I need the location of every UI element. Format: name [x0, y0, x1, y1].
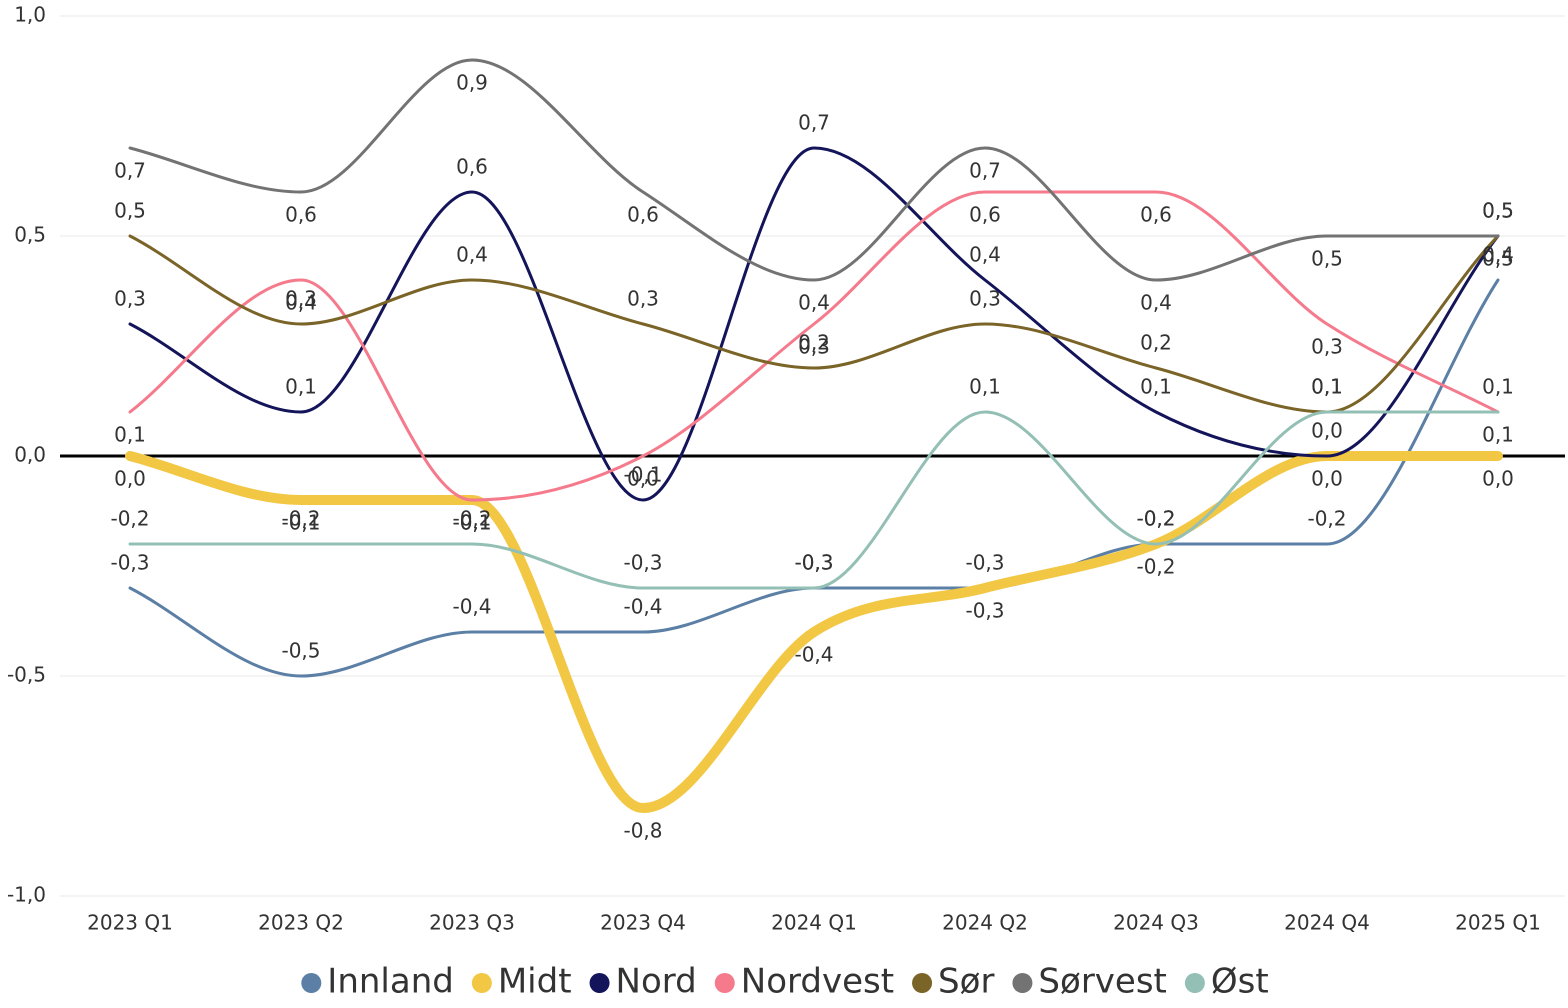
data-label: 0,0 [1482, 467, 1514, 491]
data-label: 0,3 [285, 287, 317, 311]
data-label: 0,2 [1140, 331, 1172, 355]
data-label: -0,2 [1136, 507, 1175, 531]
data-label: 0,5 [1311, 247, 1343, 271]
y-tick-label: -0,5 [7, 663, 46, 687]
y-tick-label: 0,5 [14, 223, 46, 247]
legend-marker [1012, 973, 1033, 993]
data-label: 0,1 [1311, 375, 1343, 399]
data-label: -0,5 [281, 639, 320, 663]
data-label: 0,3 [627, 287, 659, 311]
data-label: 0,2 [798, 331, 830, 355]
x-tick-label: 2023 Q2 [258, 911, 344, 935]
data-label: -0,1 [281, 511, 320, 535]
data-label: 0,5 [1482, 199, 1514, 223]
x-tick-label: 2024 Q3 [1113, 911, 1199, 935]
series-line [125, 450, 1503, 814]
data-label: -0,2 [452, 507, 491, 531]
legend-marker [471, 973, 492, 993]
data-label: 0,0 [114, 467, 146, 491]
data-label: 0,0 [1311, 467, 1343, 491]
data-label: 0,4 [1140, 291, 1172, 315]
data-label: -0,1 [623, 463, 662, 487]
legend-marker [589, 973, 610, 993]
data-label: -0,1 [452, 511, 491, 535]
data-label: 0,3 [969, 287, 1001, 311]
data-label: 0,1 [1482, 423, 1514, 447]
data-label: 0,1 [969, 375, 1001, 399]
x-tick-label: 2023 Q3 [429, 911, 515, 935]
data-label: -0,3 [965, 599, 1004, 623]
data-label: 0,9 [456, 71, 488, 95]
data-label: -0,8 [623, 819, 662, 843]
legend-label: Øst [1211, 962, 1269, 1002]
legend-label: Midt [498, 962, 572, 1002]
data-label: 0,5 [114, 199, 146, 223]
data-label: 0,3 [798, 335, 830, 359]
data-label: -0,3 [623, 551, 662, 575]
data-label: -0,2 [1136, 507, 1175, 531]
legend-marker [301, 973, 322, 993]
legend-label: Sørvest [1038, 962, 1166, 1002]
data-label: 0,6 [627, 203, 659, 227]
legend-marker [714, 973, 735, 993]
data-label: -0,4 [623, 595, 662, 619]
data-label: -0,4 [452, 595, 491, 619]
legend-marker [1184, 973, 1205, 993]
x-tick-label: 2024 Q1 [771, 911, 857, 935]
x-tick-label: 2024 Q2 [942, 911, 1028, 935]
data-label: 0,4 [798, 291, 830, 315]
data-label: 0,3 [114, 287, 146, 311]
series-line [128, 410, 1500, 590]
data-label: 0,3 [1311, 335, 1343, 359]
y-tick-label: 0,0 [14, 443, 46, 467]
data-label: -0,3 [965, 551, 1004, 575]
x-tick-label: 2023 Q4 [600, 911, 686, 935]
data-label: -0,3 [794, 551, 833, 575]
data-label: -0,2 [1307, 507, 1346, 531]
data-label: 0,4 [969, 243, 1001, 267]
data-label: 0,4 [1482, 243, 1514, 267]
data-label: 0,4 [456, 243, 488, 267]
series-line [128, 234, 1500, 414]
data-label: 0,6 [969, 203, 1001, 227]
legend-label: Sør [938, 962, 994, 1002]
data-label: 0,5 [1482, 247, 1514, 271]
legend-label: Innland [327, 962, 454, 1002]
data-label: 0,4 [285, 291, 317, 315]
data-label: 0,7 [969, 159, 1001, 183]
data-label: 0,7 [798, 111, 830, 135]
data-label: 0,1 [1140, 375, 1172, 399]
series-line [128, 58, 1500, 282]
data-label: 0,0 [627, 467, 659, 491]
data-label: 0,6 [456, 155, 488, 179]
y-tick-label: -1,0 [7, 883, 46, 907]
data-label: 0,1 [1311, 375, 1343, 399]
series-line [128, 190, 1500, 502]
legend: Innland Midt Nord Nordvest Sør Sørvest Øst [301, 962, 1269, 1002]
data-label: 0,0 [1311, 419, 1343, 443]
data-label: 0,1 [285, 375, 317, 399]
data-label: -0,2 [110, 507, 149, 531]
x-tick-label: 2024 Q4 [1284, 911, 1370, 935]
data-label: 0,1 [114, 423, 146, 447]
x-tick-label: 2023 Q1 [87, 911, 173, 935]
legend-marker [912, 973, 933, 993]
data-label: 0,6 [285, 203, 317, 227]
data-label: -0,2 [1136, 555, 1175, 579]
data-label: -0,4 [794, 643, 833, 667]
legend-label: Nordvest [741, 962, 894, 1002]
data-label: 0,1 [1482, 375, 1514, 399]
data-label: -0,2 [281, 507, 320, 531]
data-label: 0,7 [114, 159, 146, 183]
data-label: -0,1 [452, 511, 491, 535]
x-tick-label: 2025 Q1 [1455, 911, 1541, 935]
data-label: 0,6 [1140, 203, 1172, 227]
data-label: -0,3 [110, 551, 149, 575]
series-line [128, 278, 1500, 678]
data-label: 0,5 [1482, 199, 1514, 223]
data-label: -0,3 [794, 551, 833, 575]
legend-label: Nord [616, 962, 697, 1002]
y-tick-label: 1,0 [14, 3, 46, 27]
